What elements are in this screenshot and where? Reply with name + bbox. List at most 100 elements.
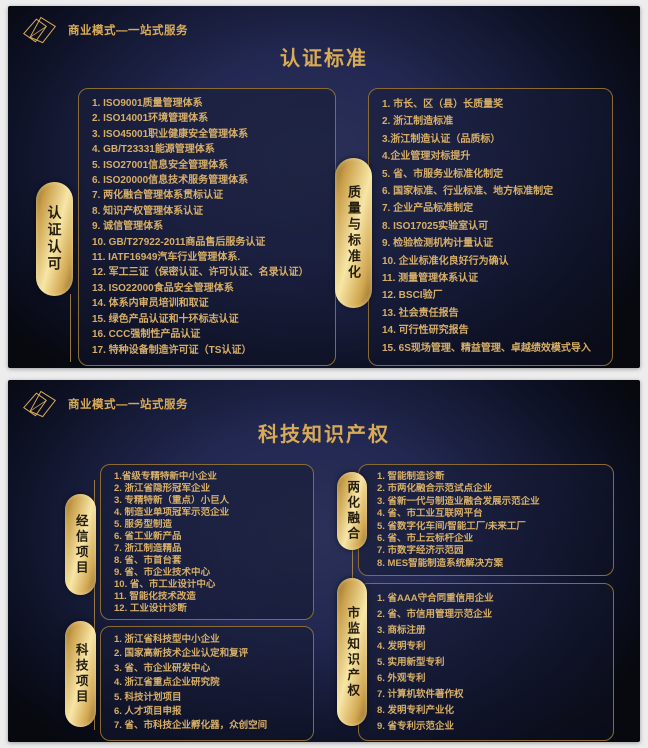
list-item: 1. 智能制造诊断 xyxy=(377,471,445,482)
list-item: 6. 外观专利 xyxy=(377,673,426,684)
certification-list: 1. ISO9001质量管理体系 2. ISO14001环境管理体系 3. ISO4… xyxy=(79,89,335,364)
list-item: 4. 省、市工业互联网平台 xyxy=(377,508,483,520)
list-item: 3.浙江制造认证（品质标） xyxy=(382,133,501,145)
brand-logo-icon xyxy=(23,390,57,418)
list-item: 7. 计算机软件著作权 xyxy=(377,689,464,700)
list-item: 11. 智能化技术改造 xyxy=(114,591,196,602)
list-item: 8. MES智能制造系统解决方案 xyxy=(377,557,504,569)
pill-label: 两化融合 xyxy=(345,480,360,542)
list-item: 3. 商标注册 xyxy=(377,625,426,636)
list-item: 9. 检验检测机构计量认证 xyxy=(382,238,494,250)
slide-tech-intellectual-property: 商业模式—一站式服务 科技知识产权 经信项目 1.省级专精特新中小企业 2. 浙江… xyxy=(8,380,640,742)
list-item: 8. 省、市首台套 xyxy=(114,555,182,566)
market-ip-list-panel: 1. 省AAA守合同重信用企业 2. 省、市信用管理示范企业 3. 商标注册 4. 发… xyxy=(358,583,614,741)
list-item: 5. ISO27001信息安全管理体系 xyxy=(92,159,229,171)
list-item: 2. 国家高新技术企业认定和复评 xyxy=(114,648,249,660)
list-item: 1. 省AAA守合同重信用企业 xyxy=(377,593,494,604)
list-item: 1. 市长、区（县）长质量奖 xyxy=(382,99,504,110)
list-item: 12. BSCI验厂 xyxy=(382,290,443,302)
list-item: 4. 浙江省重点企业研究院 xyxy=(114,677,220,689)
list-item: 6. 人才项目申报 xyxy=(114,706,182,718)
integration-list-panel: 1. 智能制造诊断 2. 市两化融合示范试点企业 3. 省新一代与制造业融合发展示范… xyxy=(358,464,614,576)
pill-certification: 认证认可 xyxy=(36,182,73,296)
connector-line xyxy=(94,480,95,730)
list-item: 4. GB/T23331能源管理体系 xyxy=(92,144,215,156)
pill-label: 科技项目 xyxy=(73,643,88,705)
quality-list: 1. 市长、区（县）长质量奖 2. 浙江制造标准 3.浙江制造认证（品质标） 4.企业… xyxy=(369,89,612,363)
list-item: 1. 浙江省科技型中小企业 xyxy=(114,634,220,645)
list-item: 8. 发明专利产业化 xyxy=(377,705,455,716)
market-ip-list: 1. 省AAA守合同重信用企业 2. 省、市信用管理示范企业 3. 商标注册 4. 发… xyxy=(359,584,613,741)
list-item: 6. 省、市上云标杆企业 xyxy=(377,533,474,545)
list-item: 11. IATF16949汽车行业管理体系. xyxy=(92,252,241,264)
list-item: 3. 省、市企业研发中心 xyxy=(114,662,211,674)
list-item: 6. 省工业新产品 xyxy=(114,531,182,542)
list-item: 8. 知识产权管理体系认证 xyxy=(92,205,204,217)
list-item: 3. 省新一代与制造业融合发展示范企业 xyxy=(377,495,540,507)
brand-logo-icon xyxy=(23,16,57,44)
list-item: 3. ISO45001职业健康安全管理体系 xyxy=(92,128,249,140)
list-item: 7. 省、市科技企业孵化器，众创空间 xyxy=(114,720,268,732)
list-item: 7. 两化融合管理体系贯标认证 xyxy=(92,190,224,202)
slide-title: 认证标准 xyxy=(280,48,368,70)
list-item: 13. 社会责任报告 xyxy=(382,307,459,319)
list-item: 12. 工业设计诊断 xyxy=(114,603,187,614)
list-item: 14. 可行性研究报告 xyxy=(382,325,469,337)
brand-text: 商业模式—一站式服务 xyxy=(68,25,188,37)
list-item: 14. 体系内审员培训和取证 xyxy=(92,298,209,310)
pill-label: 质量与标准化 xyxy=(346,185,361,281)
list-item: 17. 特种设备制造许可证（TS认证） xyxy=(92,344,252,356)
list-item: 4. 制造业单项冠军示范企业 xyxy=(114,507,230,518)
pill-science-tech-projects: 科技项目 xyxy=(65,621,96,727)
list-item: 8. ISO17025实验室认可 xyxy=(382,220,489,232)
list-item: 3. 专精特新（重点）小巨人 xyxy=(114,495,230,506)
pill-quality-standardization: 质量与标准化 xyxy=(335,158,372,308)
pill-integration: 两化融合 xyxy=(337,472,367,550)
slide-title: 科技知识产权 xyxy=(258,424,390,446)
list-item: 5. 服务型制造 xyxy=(114,519,173,530)
list-item: 9. 诚信管理体系 xyxy=(92,221,164,233)
slide-header: 商业模式—一站式服务 xyxy=(22,388,188,420)
list-item: 4. 发明专利 xyxy=(377,641,426,652)
list-item: 5. 科技计划项目 xyxy=(114,691,182,703)
science-tech-list-panel: 1. 浙江省科技型中小企业 2. 国家高新技术企业认定和复评 3. 省、市企业研发中… xyxy=(100,626,314,741)
science-tech-list: 1. 浙江省科技型中小企业 2. 国家高新技术企业认定和复评 3. 省、市企业研发中… xyxy=(101,627,313,740)
list-item: 9. 省专利示范企业 xyxy=(377,721,455,732)
list-item: 10. 省、市工业设计中心 xyxy=(114,579,216,590)
pill-market-supervision-ip: 市监知识产权 xyxy=(337,578,367,726)
list-item: 5. 省、市服务业标准化制定 xyxy=(382,168,504,180)
economy-info-list-panel: 1.省级专精特新中小企业 2. 浙江省隐形冠军企业 3. 专精特新（重点）小巨人 4.… xyxy=(100,464,314,620)
quality-list-panel: 1. 市长、区（县）长质量奖 2. 浙江制造标准 3.浙江制造认证（品质标） 4.企业… xyxy=(368,88,613,366)
list-item: 9. 省、市企业技术中心 xyxy=(114,567,211,578)
list-item: 7. 浙江制造精品 xyxy=(114,543,182,554)
list-item: 1. ISO9001质量管理体系 xyxy=(92,98,203,109)
list-item: 2. 浙江省隐形冠军企业 xyxy=(114,483,211,494)
pill-label: 认证认可 xyxy=(46,205,63,273)
list-item: 7. 企业产品标准制定 xyxy=(382,203,474,215)
list-item: 13. ISO22000食品安全管理体系 xyxy=(92,282,234,294)
list-item: 1.省级专精特新中小企业 xyxy=(114,471,217,482)
list-item: 2. 省、市信用管理示范企业 xyxy=(377,609,493,620)
list-item: 6. ISO20000信息技术服务管理体系 xyxy=(92,175,249,187)
list-item: 2. 市两化融合示范试点企业 xyxy=(377,483,493,495)
slide-certification-standards: 商业模式—一站式服务 认证标准 认证认可 1. ISO9001质量管理体系 2. … xyxy=(8,6,640,368)
list-item: 16. CCC强制性产品认证 xyxy=(92,329,201,341)
pill-label: 经信项目 xyxy=(73,513,88,576)
list-item: 2. ISO14001环境管理体系 xyxy=(92,113,209,125)
list-item: 7. 市数字经济示范园 xyxy=(377,545,464,557)
integration-list: 1. 智能制造诊断 2. 市两化融合示范试点企业 3. 省新一代与制造业融合发展示范… xyxy=(359,465,613,576)
certification-list-panel: 1. ISO9001质量管理体系 2. ISO14001环境管理体系 3. ISO4… xyxy=(78,88,336,366)
list-item: 12. 军工三证（保密认证、许可认证、名录认证） xyxy=(92,267,309,279)
economy-info-list: 1.省级专精特新中小企业 2. 浙江省隐形冠军企业 3. 专精特新（重点）小巨人 4.… xyxy=(101,465,313,621)
connector-line xyxy=(70,294,71,362)
list-item: 5. 省数字化车间/智能工厂/未来工厂 xyxy=(377,520,526,532)
brand-text: 商业模式—一站式服务 xyxy=(68,399,188,411)
list-item: 15. 6S现场管理、精益管理、卓越绩效模式导入 xyxy=(382,342,591,354)
list-item: 10. GB/T27922-2011商品售后服务认证 xyxy=(92,236,266,248)
list-item: 10. 企业标准化良好行为确认 xyxy=(382,255,509,267)
slide-header: 商业模式—一站式服务 xyxy=(22,14,188,46)
list-item: 11. 测量管理体系认证 xyxy=(382,273,479,285)
list-item: 5. 实用新型专利 xyxy=(377,657,445,668)
list-item: 2. 浙江制造标准 xyxy=(382,116,454,128)
pill-economy-info-projects: 经信项目 xyxy=(65,494,96,595)
